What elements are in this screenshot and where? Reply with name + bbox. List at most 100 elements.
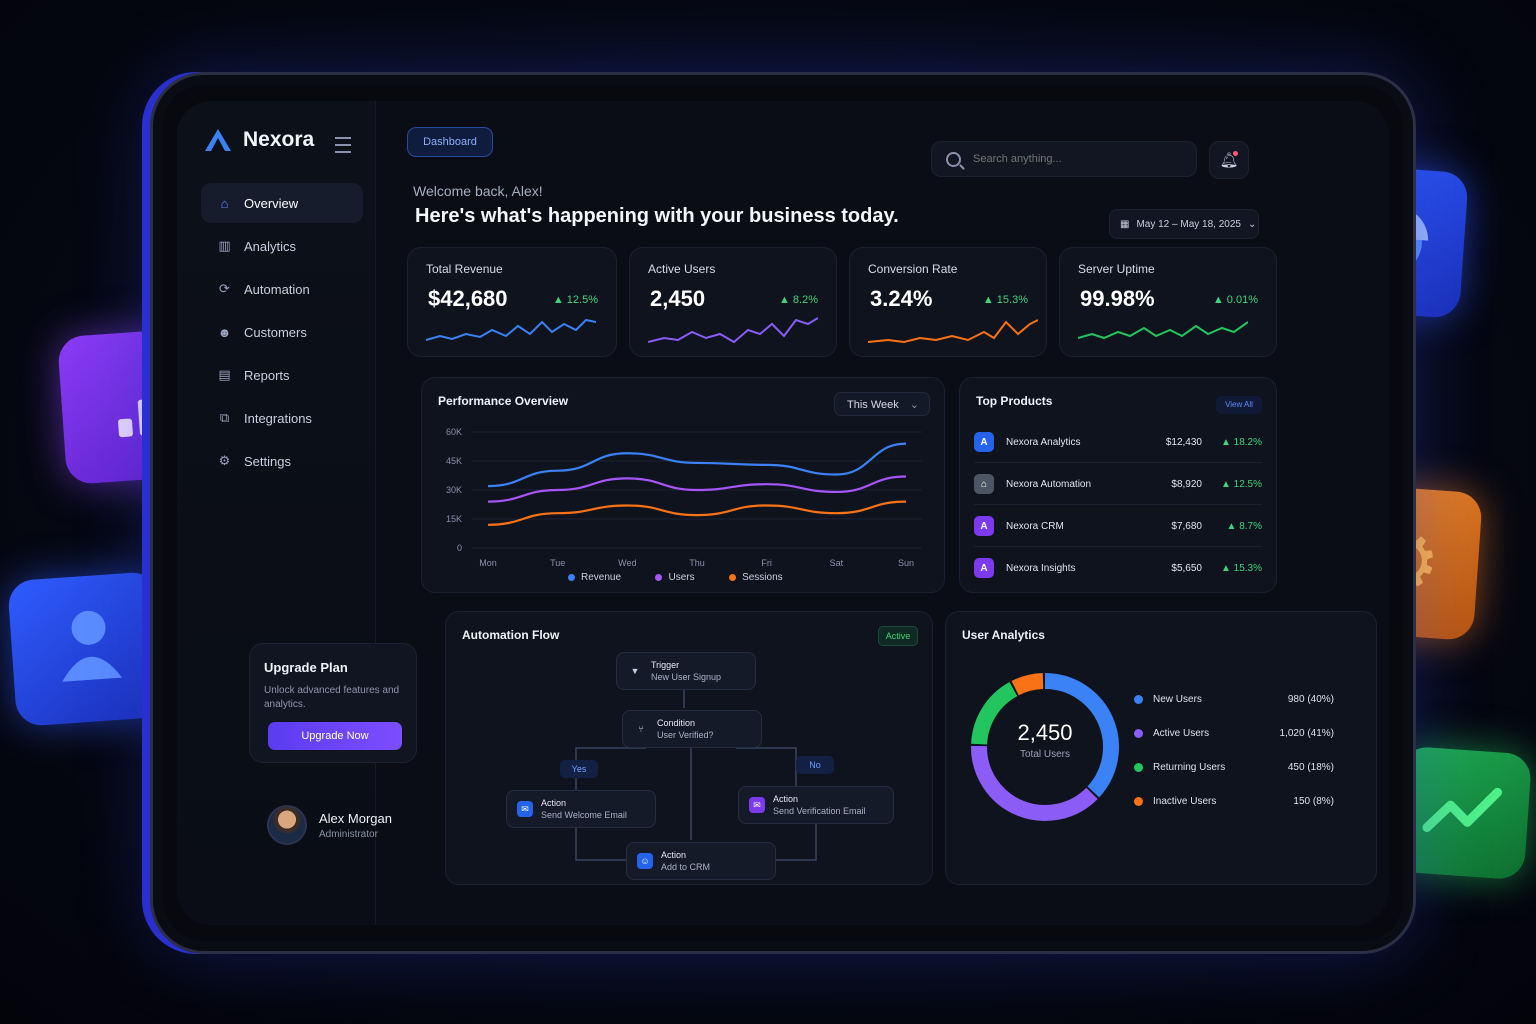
avatar [267, 805, 307, 845]
sidebar-item-integrations[interactable]: ⧉ Integrations [201, 398, 363, 438]
x-tick-label: Sat [830, 558, 844, 568]
user-analytics-card: User Analytics 2,450 Total Users New Use… [945, 611, 1377, 885]
kpi-card-revenue[interactable]: Total Revenue $42,680 ▲ 12.5% [407, 247, 617, 357]
card-title: Performance Overview [438, 394, 569, 408]
product-value: $12,430 [1165, 436, 1202, 448]
legend-label: Inactive Users [1153, 796, 1217, 807]
kpi-value: 2,450 [650, 286, 706, 311]
kpi-delta-value: 0.01% [1226, 294, 1258, 306]
product-value: $5,650 [1171, 562, 1202, 574]
brand-name: Nexora [243, 128, 315, 151]
upgrade-now-button[interactable]: Upgrade Now [268, 722, 402, 750]
product-name: Nexora Automation [1006, 478, 1092, 490]
status-badge: Active [878, 626, 918, 646]
user-donut-chart [971, 673, 1119, 821]
sidebar-item-label: Settings [244, 453, 291, 469]
donut-segment-returning-users [971, 682, 1018, 745]
kpi-card-conversion-rate[interactable]: Conversion Rate 3.24% ▲ 15.3% [849, 247, 1047, 357]
gear-icon: ⚙ [218, 453, 231, 468]
view-all-link[interactable]: View All [1216, 396, 1262, 414]
product-row[interactable]: A Nexora CRM $7,680 ▲ 8.7% [974, 506, 1262, 547]
flow-node-action-crm[interactable]: ☺ Action Add to CRM [626, 842, 776, 880]
kpi-delta: ▲ 8.2% [778, 294, 818, 306]
kpi-delta-value: 15.3% [996, 294, 1028, 306]
y-tick-label: 30K [446, 485, 462, 495]
search-bar[interactable] [931, 141, 1197, 177]
y-tick-label: 0 [457, 543, 462, 553]
sidebar-item-automation[interactable]: ⟳ Automation [201, 269, 363, 309]
x-tick-label: Wed [618, 558, 636, 568]
notifications-button[interactable]: 🔔︎ [1209, 141, 1249, 179]
trend-tile-icon [1393, 745, 1533, 881]
legend-revenue: Revenue [568, 572, 621, 583]
product-delta: ▲ 18.2% [1220, 436, 1262, 448]
product-row[interactable]: A Nexora Analytics $12,430 ▲ 18.2% [974, 422, 1262, 463]
sidebar-item-label: Overview [244, 195, 299, 211]
kpi-title: Conversion Rate [868, 262, 958, 276]
main-content: Dashboard 🔔︎ Welcome back, Alex! Here's … [387, 101, 1389, 925]
product-row[interactable]: ⌂ Nexora Automation $8,920 ▲ 12.5% [974, 464, 1262, 505]
kpi-title: Active Users [648, 262, 716, 276]
sidebar-item-label: Customers [244, 324, 307, 340]
brand[interactable]: Nexora [203, 127, 314, 153]
flow-node-action-verification[interactable]: ✉ Action Send Verification Email [738, 786, 894, 824]
sidebar-item-reports[interactable]: ▤ Reports [201, 355, 363, 395]
node-text: Send Verification Email [773, 806, 866, 816]
analytics-icon: ▥ [218, 238, 231, 253]
legend-label: New Users [1153, 694, 1202, 705]
flow-node-action-welcome[interactable]: ✉ Action Send Welcome Email [506, 790, 656, 828]
x-tick-label: Thu [689, 558, 705, 568]
sidebar-item-settings[interactable]: ⚙ Settings [201, 441, 363, 481]
card-title: Automation Flow [462, 628, 560, 642]
x-tick-label: Mon [479, 558, 497, 568]
range-select-label: This Week [847, 399, 899, 411]
legend-sessions: Sessions [729, 572, 783, 583]
product-row[interactable]: A Nexora Insights $5,650 ▲ 15.3% [974, 548, 1262, 588]
flow-node-condition[interactable]: ⑂ Condition User Verified? [622, 710, 762, 748]
product-value: $7,680 [1171, 520, 1202, 532]
performance-line-chart: 0 15K 30K 45K 60K Mon Tue Wed Thu Fri Sat Sun [446, 427, 922, 568]
home-icon: ⌂ [220, 195, 229, 211]
kpi-delta: ▲ 0.01% [1212, 294, 1258, 306]
legend-value: 980 (40%) [1287, 694, 1334, 705]
series-line-sessions [487, 500, 907, 526]
kpi-card-server-uptime[interactable]: Server Uptime 99.98% ▲ 0.01% [1059, 247, 1277, 357]
uptime-sparkline [1078, 321, 1248, 340]
kpi-value: $42,680 [428, 286, 508, 311]
integrations-icon: ⧉ [219, 410, 230, 425]
node-text: User Verified? [657, 730, 714, 740]
chevron-down-icon: ⌄ [1247, 218, 1257, 230]
automation-icon: ⟳ [219, 281, 230, 296]
branch-yes-label: Yes [560, 760, 598, 778]
donut-segment-new-users [1044, 673, 1119, 798]
sidebar-item-label: Reports [244, 367, 290, 383]
legend-returning-users: Returning Users 450 (18%) [1134, 762, 1334, 773]
tab-dashboard[interactable]: Dashboard [407, 127, 493, 157]
product-name: Nexora Insights [1006, 562, 1076, 574]
sidebar-item-overview[interactable]: ⌂ Overview [201, 183, 363, 223]
automation-flow-card: Automation Flow Active ▼ Trigger New Use… [445, 611, 933, 885]
flow-node-trigger[interactable]: ▼ Trigger New User Signup [616, 652, 756, 690]
range-select[interactable]: This Week ⌄ [834, 392, 930, 416]
kpi-delta: ▲ 15.3% [982, 294, 1028, 306]
product-delta-value: 18.2% [1233, 436, 1262, 448]
legend-dot [1134, 729, 1143, 738]
hamburger-menu-icon[interactable] [335, 137, 351, 153]
legend-label: Revenue [581, 572, 622, 583]
kpi-delta: ▲ 12.5% [552, 294, 598, 306]
date-range-picker[interactable]: ▦ May 12 – May 18, 2025 ⌄ [1109, 209, 1259, 239]
sidebar-item-analytics[interactable]: ▥ Analytics [201, 226, 363, 266]
sidebar-item-customers[interactable]: ☻ Customers [201, 312, 363, 352]
revenue-sparkline [426, 318, 596, 341]
upgrade-card: Upgrade Plan Unlock advanced features an… [249, 643, 417, 763]
product-name: Nexora Analytics [1006, 436, 1081, 448]
kpi-card-active-users[interactable]: Active Users 2,450 ▲ 8.2% [629, 247, 837, 357]
logo-icon [205, 129, 231, 151]
condition-icon: ⑂ [638, 724, 644, 734]
y-tick-label: 45K [446, 456, 462, 466]
sidebar: Nexora ⌂ Overview ▥ Analytics ⟳ Automati… [177, 101, 376, 925]
reports-icon: ▤ [218, 367, 231, 382]
card-title: Top Products [976, 394, 1053, 408]
user-profile[interactable]: Alex Morgan Administrator [267, 805, 392, 845]
search-input[interactable] [971, 152, 1175, 166]
